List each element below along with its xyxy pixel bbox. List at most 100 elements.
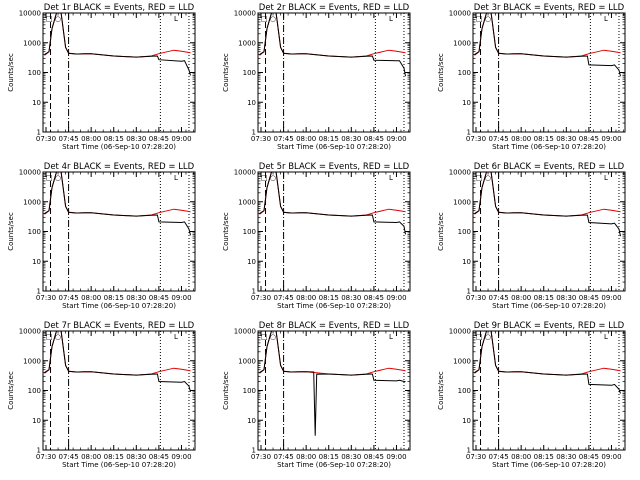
- lld-series-line: [474, 331, 621, 376]
- x-tick-label: 08:15: [319, 294, 339, 302]
- corner-mark-left: □ ○: [261, 333, 276, 341]
- y-tick-label: 1000: [23, 357, 41, 365]
- x-tick-label: 07:45: [488, 135, 508, 143]
- x-tick-label: 08:00: [511, 453, 531, 461]
- x-tick-label: 07:30: [466, 294, 486, 302]
- y-axis-label: Counts/sec: [7, 212, 15, 251]
- plot-frame: [257, 171, 411, 292]
- events-series-line: [44, 13, 191, 76]
- y-tick-label: 1: [467, 288, 471, 296]
- x-tick-label: 07:30: [466, 135, 486, 143]
- lld-series-line: [474, 13, 621, 58]
- y-tick-label: 100: [458, 228, 471, 236]
- x-tick-label: 07:30: [251, 135, 271, 143]
- plot-frame: [42, 12, 196, 133]
- y-tick-label: 10000: [449, 169, 471, 177]
- y-tick-label: 10: [247, 99, 256, 107]
- x-tick-label: 09:00: [386, 453, 406, 461]
- y-tick-label: 1000: [453, 357, 471, 365]
- x-tick-label: 08:30: [341, 135, 361, 143]
- x-tick-label: 07:45: [488, 294, 508, 302]
- x-tick-label: 08:45: [579, 453, 599, 461]
- x-tick-label: 07:45: [58, 135, 78, 143]
- y-tick-label: 10000: [19, 169, 41, 177]
- x-tick-label: 08:15: [104, 294, 124, 302]
- detector-panel-7: 1 10 100 1000 10000 07:30 07:45 08:00 08:15 08:30…: [7, 321, 196, 469]
- x-tick-label: 09:00: [171, 294, 191, 302]
- y-tick-label: 1000: [23, 198, 41, 206]
- detector-panel-6: 1 10 100 1000 10000 07:30 07:45 08:00 08:15 08:30…: [437, 162, 626, 310]
- panel-title: Det 7r BLACK = Events, RED = LLD: [44, 321, 195, 331]
- x-tick-label: 07:45: [58, 453, 78, 461]
- corner-mark-left: □ ○: [46, 174, 61, 182]
- events-series-line: [474, 172, 621, 237]
- x-tick-label: 08:30: [126, 453, 146, 461]
- plot-frame: [257, 12, 411, 133]
- x-tick-label: 08:45: [149, 135, 169, 143]
- y-tick-label: 100: [458, 387, 471, 395]
- y-tick-label: 10000: [19, 10, 41, 18]
- y-tick-label: 1000: [238, 39, 256, 47]
- detector-panel-4: 1 10 100 1000 10000 07:30 07:45 08:00 08:15 08:30…: [7, 162, 196, 310]
- y-tick-label: 1: [252, 447, 256, 455]
- x-tick-label: 08:45: [364, 453, 384, 461]
- x-tick-label: 08:00: [296, 135, 316, 143]
- corner-mark-left: □ ○: [46, 15, 61, 23]
- x-tick-label: 07:30: [251, 294, 271, 302]
- y-tick-label: 1000: [238, 357, 256, 365]
- corner-mark-left: □ ○: [476, 15, 491, 23]
- events-series-line: [44, 172, 191, 236]
- x-tick-label: 08:30: [556, 294, 576, 302]
- detector-panel-5: 1 10 100 1000 10000 07:30 07:45 08:00 08:15 08:30…: [222, 162, 411, 310]
- corner-mark-left: □ ○: [261, 15, 276, 23]
- y-tick-label: 10: [32, 99, 41, 107]
- detector-panel-8: 1 10 100 1000 10000 07:30 07:45 08:00 08:15 08:30…: [222, 321, 411, 469]
- events-series-line: [44, 331, 191, 393]
- corner-mark-right: L: [389, 174, 393, 182]
- corner-mark-right: L: [174, 174, 178, 182]
- x-axis-label: Start Time (06-Sep-10 07:28:20): [277, 302, 391, 310]
- corner-mark-right: L: [389, 333, 393, 341]
- y-tick-label: 10: [32, 258, 41, 266]
- panel-title: Det 2r BLACK = Events, RED = LLD: [259, 3, 410, 13]
- y-tick-label: 10: [462, 99, 471, 107]
- events-series-line: [259, 172, 406, 235]
- plot-frame: [42, 330, 196, 451]
- y-tick-label: 10000: [449, 10, 471, 18]
- x-tick-label: 08:15: [319, 135, 339, 143]
- detector-panel-3: 1 10 100 1000 10000 07:30 07:45 08:00 08:15 08:30…: [437, 3, 626, 151]
- x-tick-label: 08:30: [126, 294, 146, 302]
- y-tick-label: 100: [28, 387, 41, 395]
- x-tick-label: 09:00: [171, 135, 191, 143]
- x-axis-label: Start Time (06-Sep-10 07:28:20): [492, 143, 606, 151]
- y-tick-label: 10000: [449, 328, 471, 336]
- detector-panel-2: 1 10 100 1000 10000 07:30 07:45 08:00 08:15 08:30…: [222, 3, 411, 151]
- lld-series-line: [44, 172, 191, 217]
- y-tick-label: 1000: [23, 39, 41, 47]
- corner-mark-left: □ ○: [476, 174, 491, 182]
- x-tick-label: 08:00: [296, 453, 316, 461]
- plot-frame: [472, 171, 626, 292]
- panel-title: Det 6r BLACK = Events, RED = LLD: [474, 162, 625, 172]
- x-tick-label: 08:30: [556, 135, 576, 143]
- detector-panel-9: 1 10 100 1000 10000 07:30 07:45 08:00 08:15 08:30…: [437, 321, 626, 469]
- corner-mark-right: L: [174, 333, 178, 341]
- y-tick-label: 100: [28, 228, 41, 236]
- y-tick-label: 1000: [453, 198, 471, 206]
- events-series-line: [259, 13, 406, 77]
- lld-series-line: [259, 172, 406, 217]
- x-tick-label: 08:15: [104, 135, 124, 143]
- y-axis-label: Counts/sec: [222, 53, 230, 92]
- corner-mark-right: L: [604, 333, 608, 341]
- x-tick-label: 08:00: [296, 294, 316, 302]
- x-tick-label: 08:45: [364, 294, 384, 302]
- events-series-line: [259, 331, 406, 436]
- x-axis-label: Start Time (06-Sep-10 07:28:20): [492, 302, 606, 310]
- lld-series-line: [259, 13, 406, 58]
- y-tick-label: 10000: [19, 328, 41, 336]
- x-tick-label: 08:30: [341, 453, 361, 461]
- y-tick-label: 10: [247, 417, 256, 425]
- y-tick-label: 1: [467, 129, 471, 137]
- x-tick-label: 07:45: [58, 294, 78, 302]
- x-tick-label: 08:15: [534, 453, 554, 461]
